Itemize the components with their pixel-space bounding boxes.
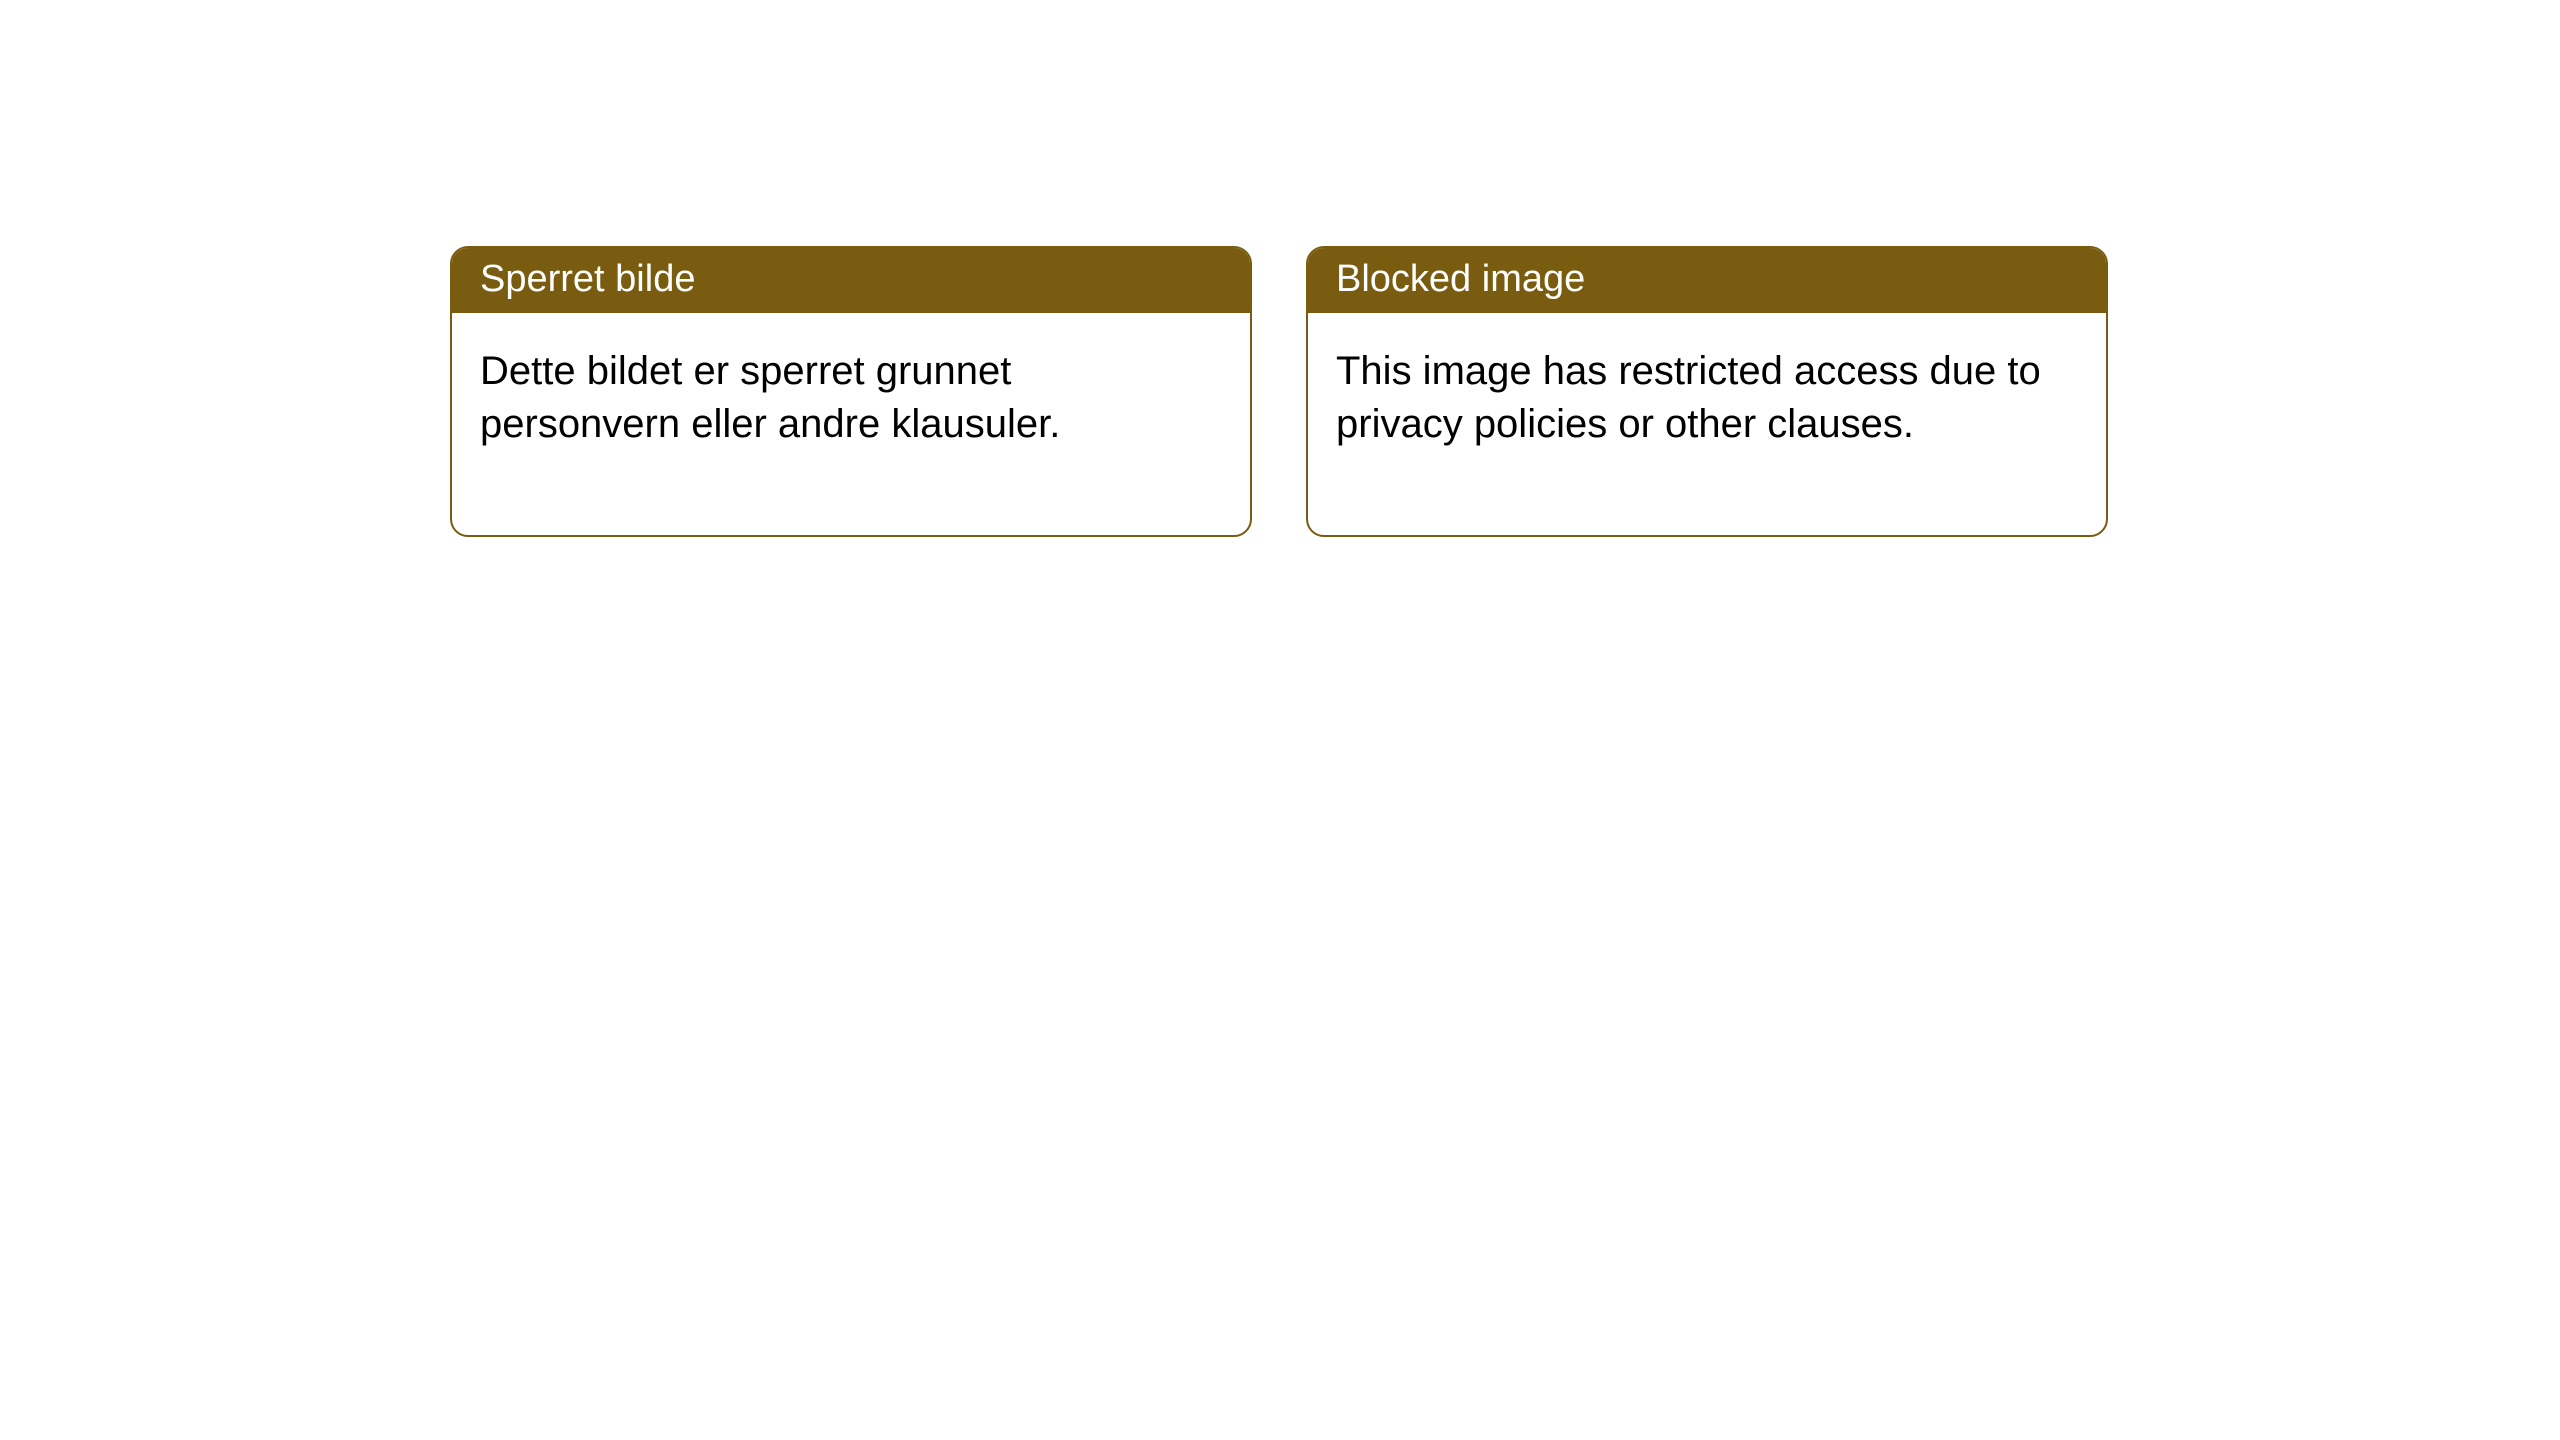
notice-card-norwegian: Sperret bilde Dette bildet er sperret gr… [450, 246, 1252, 537]
card-title-norwegian: Sperret bilde [452, 248, 1250, 313]
card-body-english: This image has restricted access due to … [1308, 313, 2106, 535]
notice-cards-container: Sperret bilde Dette bildet er sperret gr… [450, 246, 2108, 537]
card-body-norwegian: Dette bildet er sperret grunnet personve… [452, 313, 1250, 535]
notice-card-english: Blocked image This image has restricted … [1306, 246, 2108, 537]
card-title-english: Blocked image [1308, 248, 2106, 313]
